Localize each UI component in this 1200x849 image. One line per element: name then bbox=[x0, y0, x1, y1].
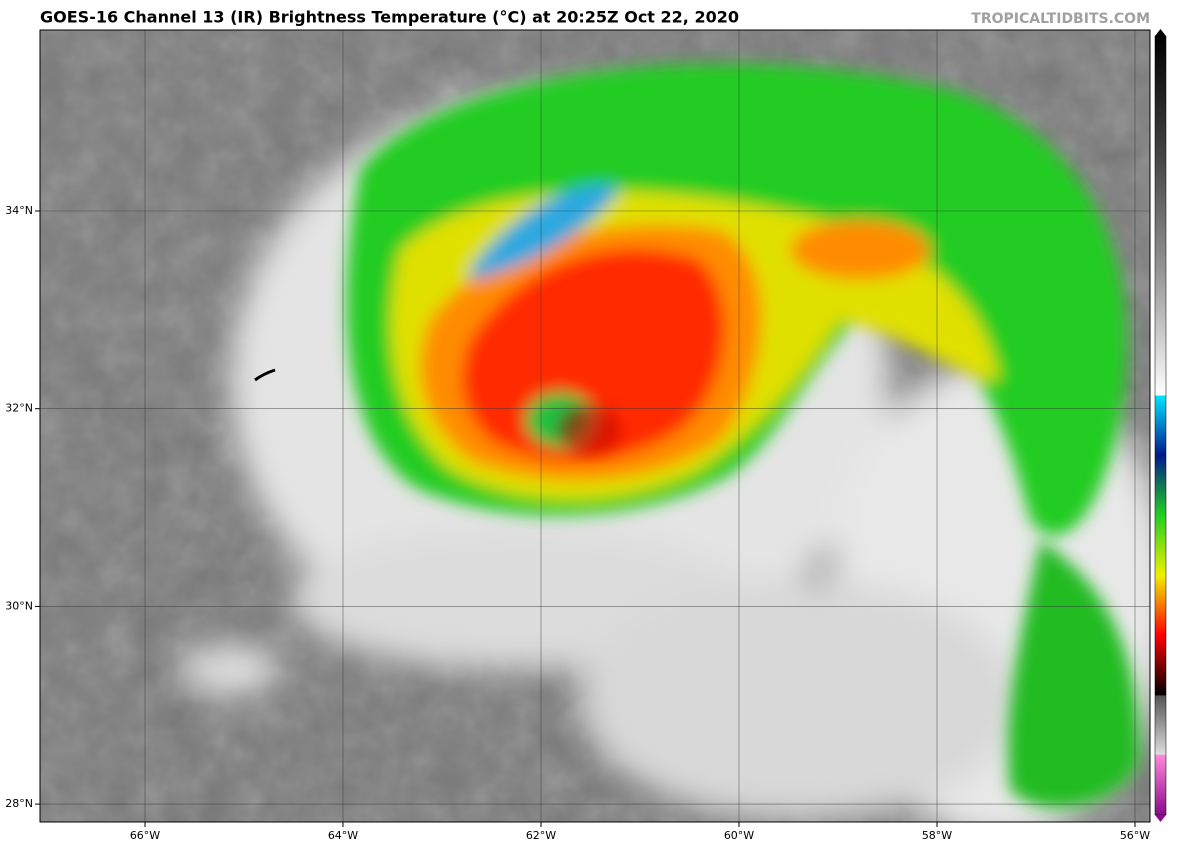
colorbar bbox=[1154, 29, 1167, 822]
ir-imagery bbox=[40, 30, 1150, 822]
lat-label: 30°N bbox=[5, 599, 33, 612]
lon-label: 62°W bbox=[526, 829, 556, 842]
lat-label: 28°N bbox=[5, 797, 33, 810]
lon-label: 58°W bbox=[922, 829, 952, 842]
lat-label: 34°N bbox=[5, 204, 33, 217]
credit: TROPICALTIDBITS.COM bbox=[971, 11, 1150, 27]
lon-label: 66°W bbox=[130, 829, 160, 842]
map-title: GOES-16 Channel 13 (IR) Brightness Tempe… bbox=[40, 8, 739, 27]
lon-label: 64°W bbox=[328, 829, 358, 842]
lon-label: 56°W bbox=[1120, 829, 1150, 842]
graticule bbox=[40, 30, 1150, 822]
lon-label: 60°W bbox=[724, 829, 754, 842]
lat-label: 32°N bbox=[5, 402, 33, 415]
